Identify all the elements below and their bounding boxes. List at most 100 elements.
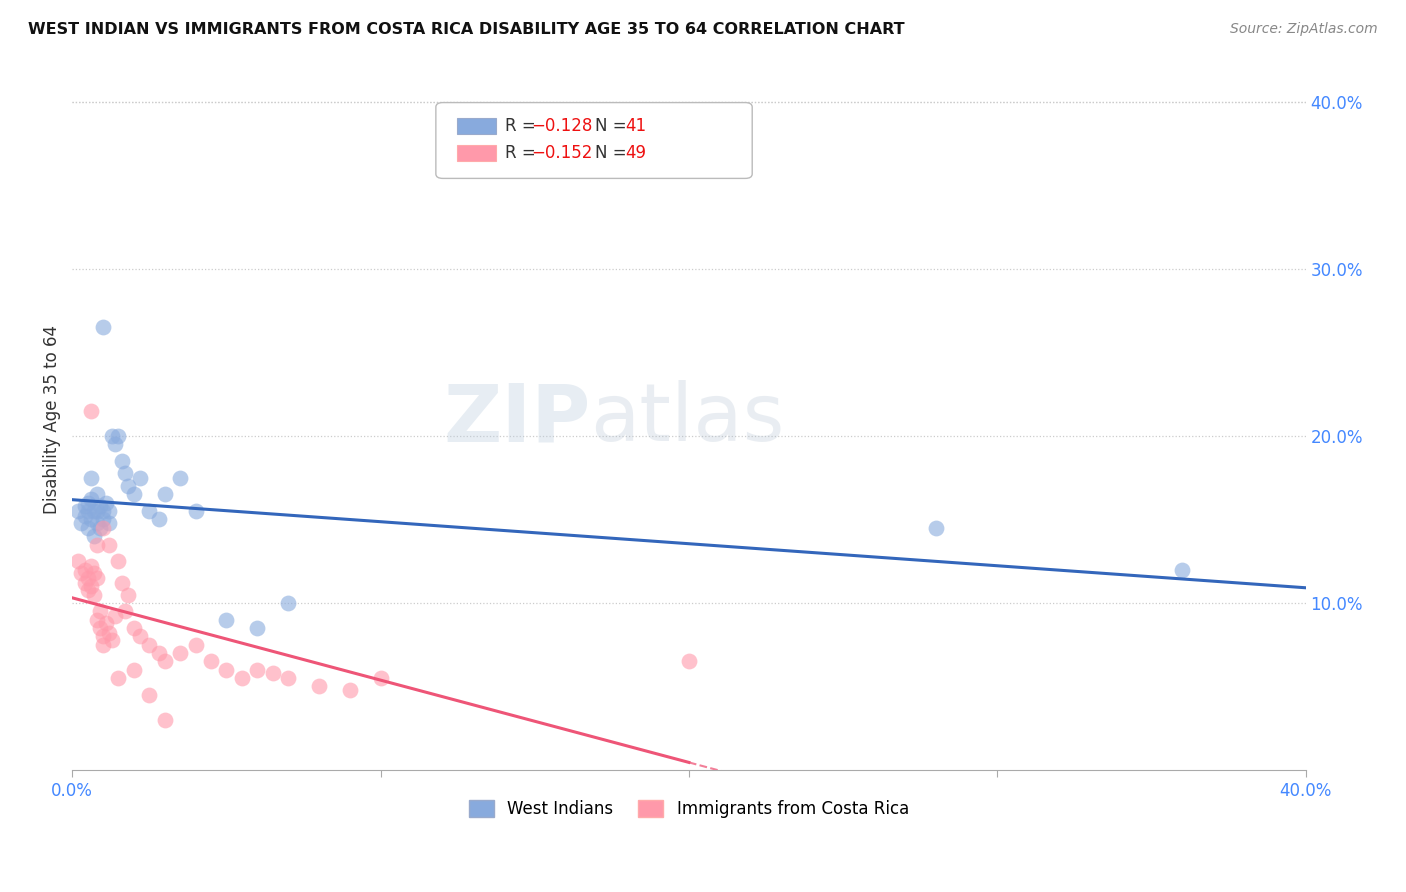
Point	[86, 487, 108, 501]
Text: 49: 49	[626, 144, 647, 161]
Point	[86, 613, 108, 627]
Text: −0.152: −0.152	[531, 144, 593, 161]
Point	[98, 504, 121, 518]
Point	[138, 504, 160, 518]
Point	[83, 588, 105, 602]
Point	[215, 613, 238, 627]
Text: ZIP: ZIP	[443, 380, 591, 458]
Point	[184, 638, 207, 652]
Point	[107, 671, 129, 685]
Text: WEST INDIAN VS IMMIGRANTS FROM COSTA RICA DISABILITY AGE 35 TO 64 CORRELATION CH: WEST INDIAN VS IMMIGRANTS FROM COSTA RIC…	[28, 22, 904, 37]
Point	[73, 509, 96, 524]
Point	[153, 487, 176, 501]
Point	[114, 604, 136, 618]
Point	[169, 646, 191, 660]
Text: Source: ZipAtlas.com: Source: ZipAtlas.com	[1230, 22, 1378, 37]
Point	[110, 454, 132, 468]
Point	[370, 671, 392, 685]
Point	[101, 632, 124, 647]
Point	[98, 516, 121, 530]
Point	[138, 688, 160, 702]
Point	[67, 554, 90, 568]
Point	[122, 663, 145, 677]
Text: N =: N =	[595, 144, 631, 161]
Point	[169, 471, 191, 485]
Point	[246, 663, 269, 677]
Point	[76, 521, 98, 535]
Text: R =: R =	[505, 144, 541, 161]
Point	[73, 563, 96, 577]
Point	[89, 621, 111, 635]
Point	[101, 429, 124, 443]
Point	[122, 487, 145, 501]
Text: atlas: atlas	[591, 380, 785, 458]
Point	[76, 571, 98, 585]
Point	[89, 604, 111, 618]
Point	[200, 655, 222, 669]
Point	[104, 437, 127, 451]
Point	[138, 638, 160, 652]
Point	[83, 566, 105, 580]
Point	[339, 682, 361, 697]
Point	[1171, 563, 1194, 577]
Point	[114, 466, 136, 480]
Point	[94, 615, 117, 630]
Point	[91, 521, 114, 535]
Point	[76, 504, 98, 518]
Point	[104, 609, 127, 624]
Point	[80, 579, 103, 593]
Point	[117, 588, 139, 602]
Text: R =: R =	[505, 117, 541, 135]
Point	[308, 680, 330, 694]
Point	[91, 512, 114, 526]
Point	[117, 479, 139, 493]
Y-axis label: Disability Age 35 to 64: Disability Age 35 to 64	[44, 325, 60, 514]
Point	[129, 471, 152, 485]
Point	[678, 655, 700, 669]
Point	[110, 576, 132, 591]
Point	[80, 512, 103, 526]
Point	[148, 646, 170, 660]
Point	[129, 629, 152, 643]
Point	[80, 559, 103, 574]
Point	[91, 638, 114, 652]
Point	[262, 666, 284, 681]
Point	[98, 537, 121, 551]
Point	[277, 596, 299, 610]
Point	[80, 404, 103, 418]
Point	[107, 429, 129, 443]
Point	[86, 504, 108, 518]
Point	[73, 499, 96, 513]
Point	[76, 496, 98, 510]
Point	[91, 504, 114, 518]
Point	[91, 629, 114, 643]
Point	[83, 529, 105, 543]
Point	[277, 671, 299, 685]
Point	[89, 499, 111, 513]
Point	[246, 621, 269, 635]
Point	[153, 655, 176, 669]
Point	[94, 496, 117, 510]
Point	[86, 516, 108, 530]
Point	[924, 521, 946, 535]
Point	[231, 671, 253, 685]
Point	[76, 582, 98, 597]
Point	[91, 320, 114, 334]
Point	[86, 571, 108, 585]
Point	[148, 512, 170, 526]
Point	[86, 537, 108, 551]
Point	[80, 492, 103, 507]
Legend: West Indians, Immigrants from Costa Rica: West Indians, Immigrants from Costa Rica	[463, 793, 915, 825]
Point	[73, 576, 96, 591]
Point	[83, 504, 105, 518]
Text: N =: N =	[595, 117, 631, 135]
Point	[80, 471, 103, 485]
Point	[89, 521, 111, 535]
Point	[215, 663, 238, 677]
Point	[67, 504, 90, 518]
Point	[184, 504, 207, 518]
Point	[122, 621, 145, 635]
Point	[70, 516, 93, 530]
Text: 41: 41	[626, 117, 647, 135]
Text: −0.128: −0.128	[531, 117, 593, 135]
